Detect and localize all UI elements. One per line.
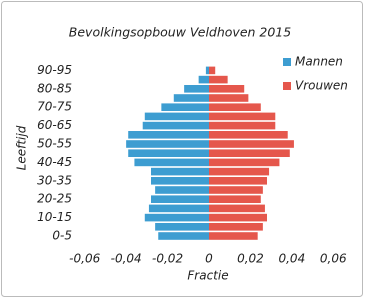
bar [209,131,288,139]
bar [209,121,276,130]
bar [134,158,209,167]
bar [184,85,209,93]
x-tick-label: 0,02 [237,252,264,266]
y-tick-label: 20-25 [37,192,72,206]
bar [126,140,209,148]
bar [155,223,209,231]
legend-label: Mannen [295,55,343,69]
y-axis-label: Leeftijd [15,125,29,170]
x-tick-label: -0,02 [152,252,183,266]
bar [151,167,209,176]
legend-label: Vrouwen [295,79,348,93]
bar [209,140,294,148]
chart-title: Bevolkingsopbouw Veldhoven 2015 [69,25,291,40]
x-tick-label: -0,06 [69,252,100,266]
y-tick-label: 80-85 [37,81,72,95]
bar [128,131,209,139]
x-axis-label: Fractie [187,269,228,283]
y-tick-label: 90-95 [37,63,72,77]
bar [209,158,280,167]
bar [209,204,265,213]
bar [209,149,290,157]
y-tick-label: 0-5 [52,229,72,243]
y-tick-label: 50-55 [37,137,72,151]
y-tick-label: 60-65 [37,118,72,132]
y-tick-label: 40-45 [37,155,72,169]
bar [209,232,258,240]
bar [209,85,245,93]
frame [1,1,363,297]
y-tick-label: 30-35 [37,173,72,187]
bar [151,177,209,185]
bar [128,149,209,157]
x-tick-label: -0,04 [111,252,142,266]
bar [209,167,270,176]
bar [209,177,267,185]
bar [209,213,267,222]
bar [209,186,263,194]
legend-swatch [283,82,291,90]
y-tick-label: 70-75 [37,100,72,114]
bar [209,223,263,231]
bar [209,112,276,121]
bar [142,121,209,130]
bar [148,204,209,213]
bar [209,94,249,102]
x-tick-label: 0,04 [278,252,305,266]
bar [161,103,209,111]
legend-swatch [283,58,291,66]
y-tick-label: 10-15 [37,210,72,224]
bar [158,232,209,240]
x-tick-label: 0,06 [320,252,347,266]
bar [209,103,261,111]
bar [155,186,209,194]
bar [209,66,216,75]
bar [205,66,209,75]
x-tick-label: 0 [205,252,213,266]
bar [173,94,209,102]
bar [198,75,209,84]
bar [209,195,261,203]
bar [151,195,209,203]
bar [144,112,209,121]
bar [144,213,209,222]
bar [209,75,228,84]
